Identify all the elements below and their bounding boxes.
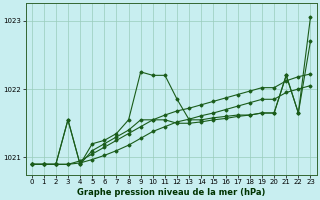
X-axis label: Graphe pression niveau de la mer (hPa): Graphe pression niveau de la mer (hPa) [77,188,265,197]
